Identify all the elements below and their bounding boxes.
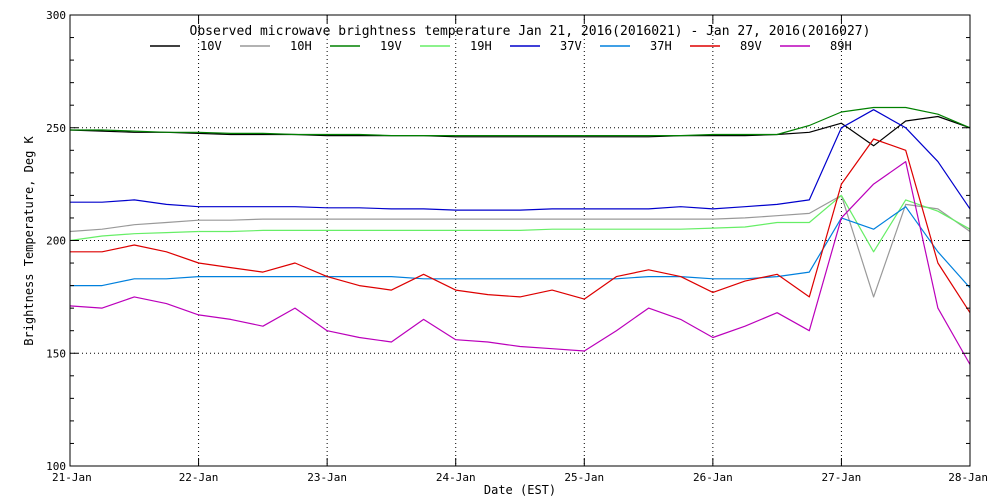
series-line-37v — [70, 109, 971, 211]
series-line-10h — [69, 194, 971, 298]
series-line-19h — [69, 194, 971, 253]
y-axis-ticks: 100 150 200 250 300 — [46, 9, 970, 473]
x-axis-ticks: 21-Jan 22-Jan 23-Jan 24-Jan 25-Jan 26-Jan 27-J… — [52, 15, 988, 484]
x-tick-label: 28-Jan — [948, 471, 988, 484]
series-line-37h — [70, 206, 971, 289]
y-tick-label: 200 — [46, 235, 66, 248]
y-tick-label: 100 — [46, 460, 66, 473]
legend-label-19v: 19V — [380, 39, 402, 53]
legend-label-19h: 19H — [470, 39, 492, 53]
x-tick-label: 25-Jan — [564, 471, 604, 484]
plot-background — [70, 15, 970, 466]
series-line-19v — [70, 106, 971, 137]
legend-label-89v: 89V — [740, 39, 762, 53]
legend-label-89h: 89H — [830, 39, 852, 53]
y-axis-title: Brightness Temperature, Deg K — [22, 135, 36, 345]
x-tick-label: 26-Jan — [693, 471, 733, 484]
series-lines — [69, 106, 971, 365]
x-tick-label: 21-Jan — [52, 471, 92, 484]
series-line-10v — [69, 115, 971, 147]
x-tick-label: 23-Jan — [307, 471, 347, 484]
x-tick-label: 24-Jan — [436, 471, 476, 484]
y-tick-label: 150 — [46, 347, 66, 360]
series-line-89h — [69, 161, 971, 365]
legend-label-10v: 10V — [200, 39, 222, 53]
x-tick-label: 27-Jan — [822, 471, 862, 484]
legend-label-37v: 37V — [560, 39, 582, 53]
legend-label-10h: 10H — [290, 39, 312, 53]
y-tick-label: 300 — [46, 9, 66, 22]
series-line-89v — [70, 138, 971, 314]
y-tick-label: 250 — [46, 122, 66, 135]
x-axis-title: Date (EST) — [484, 483, 556, 497]
chart-title: Observed microwave brightness temperatur… — [190, 24, 871, 39]
x-tick-label: 22-Jan — [179, 471, 219, 484]
legend-label-37h: 37H — [650, 39, 672, 53]
legend: 10V 10H 19V 19H 37V 37H 89V 89H — [150, 39, 852, 53]
